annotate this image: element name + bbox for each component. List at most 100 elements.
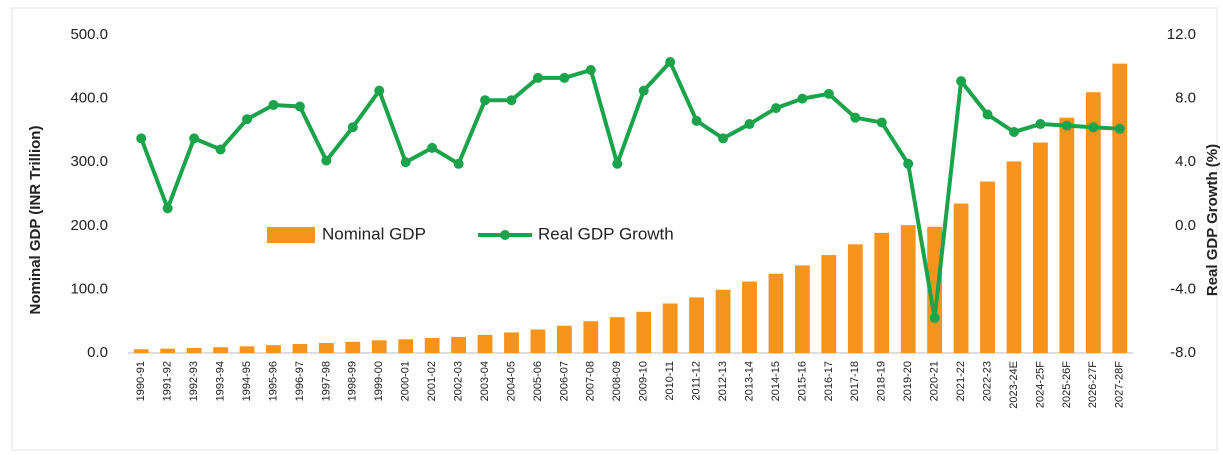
line-point	[453, 158, 464, 169]
x-tick-label: 2007-08	[585, 361, 597, 401]
line-point	[162, 203, 173, 214]
x-tick-label: 2008-09	[611, 361, 623, 401]
line-point	[850, 112, 861, 123]
x-tick-label: 2010-11	[664, 361, 676, 401]
bar	[213, 347, 228, 353]
bar	[371, 340, 387, 353]
x-tick-label: 2016-17	[823, 361, 835, 401]
line	[139, 60, 1120, 321]
x-tick-label: 1992-93	[188, 361, 200, 401]
y2-tick-label: 12.0	[1167, 26, 1196, 43]
y-tick-label: 500.0	[70, 26, 108, 43]
line-point	[638, 85, 649, 96]
x-tick-label: 2017-18	[849, 361, 861, 401]
bar	[609, 317, 625, 353]
bar	[768, 273, 784, 353]
x-tick-label: 2004-05	[505, 361, 517, 401]
y-tick-label: 200.0	[70, 217, 108, 234]
line-point	[321, 155, 332, 166]
x-tick-label: 2012-13	[717, 361, 729, 401]
y-axis-title: Nominal GDP (INR Trillion)	[27, 126, 44, 315]
x-tick-label: 2019-20	[902, 361, 914, 401]
line-point	[770, 103, 781, 114]
x-tick-label: 1998-99	[347, 361, 359, 401]
bar	[1033, 142, 1048, 353]
line-point	[823, 88, 834, 99]
line-point	[929, 313, 940, 324]
bar	[504, 332, 519, 353]
x-tick-label: 2011-12	[691, 361, 703, 401]
x-tick-label: 2014-15	[770, 361, 782, 401]
x-tick-label: 2000-01	[400, 361, 412, 401]
x-tick-label: 1994-95	[241, 361, 253, 401]
line-point	[559, 72, 570, 83]
bar	[239, 346, 255, 353]
line-point	[585, 64, 596, 75]
x-tick-label: 2005-06	[532, 361, 544, 401]
line-point	[427, 142, 438, 153]
bar	[477, 334, 493, 353]
x-tick-label: 2018-19	[876, 361, 888, 401]
y2-tick-label: -8.0	[1170, 344, 1196, 361]
x-tick-label: 2009-10	[638, 361, 650, 401]
bar	[927, 226, 943, 353]
x-tick-label: 2006-07	[558, 361, 570, 401]
bar	[636, 311, 652, 353]
bar	[530, 329, 546, 353]
y2-axis-title: Real GDP Growth (%)	[1204, 144, 1221, 296]
line-point	[982, 109, 993, 120]
bar	[266, 345, 281, 353]
line-point	[718, 133, 729, 144]
line-point	[532, 72, 543, 83]
bar	[742, 281, 757, 353]
bar	[874, 232, 890, 353]
line-point	[268, 99, 279, 110]
bar	[1112, 63, 1128, 354]
x-tick-label: 2026-27F	[1087, 361, 1099, 408]
line-point	[1035, 119, 1046, 130]
legend-label: Real GDP Growth	[538, 224, 674, 243]
x-tick-label: 1995-96	[267, 361, 279, 401]
x-tick-label: 2001-02	[426, 361, 438, 401]
bar	[292, 343, 308, 353]
x-tick-label: 2022-23	[981, 361, 993, 401]
line-point	[294, 101, 305, 112]
x-tick-label: 2024-25F	[1034, 361, 1046, 408]
bar	[662, 303, 678, 353]
line-point	[1008, 126, 1019, 137]
line-point	[400, 157, 411, 168]
bar	[345, 341, 361, 353]
bar	[160, 348, 176, 353]
bar	[186, 348, 202, 353]
bar	[398, 339, 414, 353]
bar	[689, 297, 705, 353]
line-point	[136, 133, 147, 144]
line-point	[956, 76, 967, 87]
x-tick-label: 2015-16	[796, 361, 808, 401]
y-tick-label: 100.0	[70, 280, 108, 297]
line-point	[612, 158, 623, 169]
line-point	[665, 57, 676, 68]
line-point	[1114, 123, 1125, 134]
y2-tick-label: 4.0	[1175, 153, 1196, 170]
legend-swatch	[500, 230, 510, 240]
line-point	[903, 158, 914, 169]
bar	[795, 265, 810, 353]
y2-tick-label: -4.0	[1170, 280, 1196, 297]
x-tick-label: 2023-24E	[1008, 361, 1020, 409]
line-point	[691, 115, 702, 126]
line-point	[506, 95, 517, 106]
line-point	[797, 93, 808, 104]
bar	[900, 225, 916, 353]
line-point	[242, 114, 253, 125]
x-tick-label: 1997-98	[320, 361, 332, 401]
x-tick-label: 2002-03	[452, 361, 464, 401]
line-point	[1088, 122, 1099, 133]
bar	[821, 255, 837, 353]
x-tick-label: 2027-28F	[1114, 361, 1126, 408]
x-tick-label: 1991-92	[162, 361, 174, 401]
line-point	[480, 95, 491, 106]
bar	[715, 289, 731, 353]
bar	[451, 336, 466, 353]
bar	[847, 244, 863, 353]
